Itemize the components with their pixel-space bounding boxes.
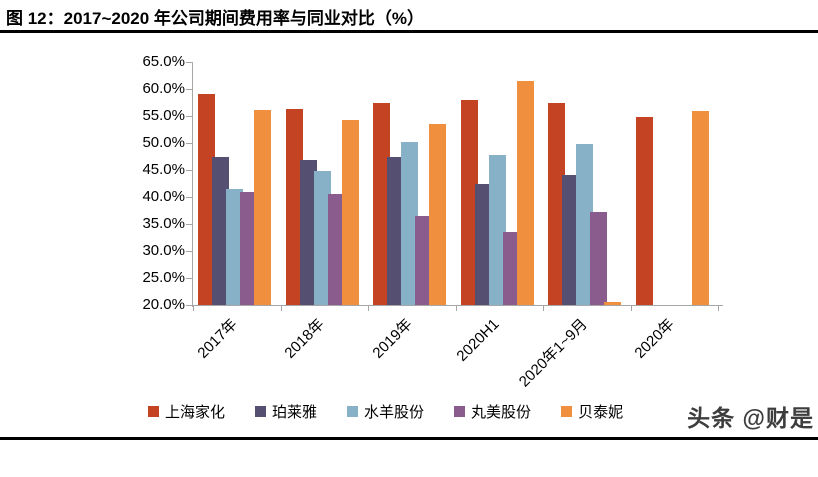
y-axis-tick: [186, 143, 192, 144]
bar-丸美股份-2018年: [327, 194, 345, 305]
legend-swatch-icon: [454, 406, 466, 417]
x-axis-tick: [455, 306, 457, 311]
bar-丸美股份-2020H1: [502, 232, 520, 305]
bar-丸美股份-2020年1~9月: [590, 211, 607, 305]
y-axis-tick: [186, 305, 192, 306]
bar-上海家化-2018年: [285, 108, 303, 305]
y-tick-label: 20.0%: [142, 296, 185, 313]
title-divider: [0, 30, 818, 33]
x-tick-label: 2020H1: [453, 315, 503, 365]
y-axis-tick: [186, 170, 192, 171]
y-tick-label: 50.0%: [142, 134, 185, 151]
legend-item-丸美股份: 丸美股份: [454, 401, 531, 422]
chart-legend: 上海家化 珀莱雅 水羊股份 丸美股份 贝泰妮: [148, 401, 623, 422]
bar-上海家化-2020年: [635, 116, 653, 305]
legend-item-水羊股份: 水羊股份: [347, 401, 424, 422]
y-axis-line: [192, 62, 193, 307]
y-axis-tick: [186, 278, 192, 279]
bar-水羊股份-2017年: [226, 188, 243, 305]
legend-label: 丸美股份: [471, 404, 532, 421]
y-axis-tick: [186, 224, 192, 225]
legend-item-珀莱雅: 珀莱雅: [255, 401, 317, 422]
x-tick-label: 2020年: [631, 315, 678, 362]
y-tick-label: 45.0%: [142, 161, 185, 178]
bar-水羊股份-2020H1: [488, 154, 506, 305]
x-axis-tick: [630, 306, 632, 311]
bar-丸美股份-2017年: [240, 191, 257, 305]
bar-珀莱雅-2019年: [387, 157, 404, 305]
legend-swatch-icon: [561, 406, 573, 417]
legend-label: 上海家化: [165, 404, 226, 421]
bar-水羊股份-2018年: [313, 171, 331, 305]
figure-title: 图 12：2017~2020 年公司期间费用率与同业对比（%）: [6, 9, 425, 28]
bar-丸美股份-2019年: [415, 215, 432, 305]
bottom-divider: [0, 437, 818, 440]
x-tick-label: 2019年: [368, 315, 416, 362]
legend-label: 贝泰妮: [578, 404, 624, 421]
bar-水羊股份-2020年1~9月: [576, 144, 593, 305]
bar-水羊股份-2019年: [401, 141, 418, 305]
bar-上海家化-2019年: [373, 102, 390, 305]
y-tick-label: 65.0%: [142, 53, 185, 70]
legend-label: 珀莱雅: [272, 404, 318, 421]
bar-贝泰妮-2017年: [254, 110, 271, 305]
y-axis-tick: [186, 197, 192, 198]
figure-panel: 图 12：2017~2020 年公司期间费用率与同业对比（%） 65.0% 60.…: [0, 9, 818, 440]
bar-珀莱雅-2018年: [299, 159, 317, 305]
bar-贝泰妮-2020年: [691, 111, 709, 305]
x-axis-tick: [368, 306, 369, 311]
legend-swatch-icon: [255, 406, 267, 417]
y-tick-label: 25.0%: [142, 269, 185, 286]
x-axis-line: [188, 305, 723, 306]
x-axis-tick: [543, 306, 544, 311]
x-tick-label: 2020年1~9月: [515, 315, 591, 391]
bar-上海家化-2020年1~9月: [548, 102, 565, 305]
bar-上海家化-2020H1: [460, 99, 478, 305]
x-tick-label: 2018年: [281, 315, 328, 362]
legend-item-贝泰妮: 贝泰妮: [561, 401, 623, 422]
x-tick-label: 2017年: [193, 315, 241, 362]
y-tick-label: 60.0%: [142, 80, 185, 97]
bar-贝泰妮-2020年1~9月: [604, 302, 621, 305]
legend-swatch-icon: [148, 406, 159, 417]
legend-item-上海家化: 上海家化: [148, 401, 225, 422]
x-axis-tick: [718, 306, 719, 311]
legend-swatch-icon: [347, 406, 359, 417]
y-axis-tick: [186, 251, 192, 252]
y-axis-tick: [186, 89, 192, 90]
y-axis-tick: [186, 62, 192, 63]
y-tick-label: 55.0%: [142, 107, 185, 124]
bar-贝泰妮-2019年: [429, 124, 446, 305]
bar-珀莱雅-2017年: [212, 156, 229, 305]
watermark: 头条 @财是: [687, 405, 814, 431]
bar-上海家化-2017年: [198, 94, 215, 305]
y-tick-label: 40.0%: [142, 188, 185, 205]
x-axis-tick: [193, 306, 194, 311]
y-axis-tick: [186, 116, 192, 117]
bar-贝泰妮-2018年: [341, 119, 359, 305]
bar-贝泰妮-2020H1: [516, 80, 534, 305]
y-tick-label: 30.0%: [142, 242, 185, 259]
legend-label: 水羊股份: [364, 404, 425, 421]
bar-珀莱雅-2020年1~9月: [562, 175, 579, 305]
y-tick-label: 35.0%: [142, 215, 185, 232]
bar-珀莱雅-2020H1: [474, 184, 492, 305]
x-axis-tick: [280, 306, 282, 311]
